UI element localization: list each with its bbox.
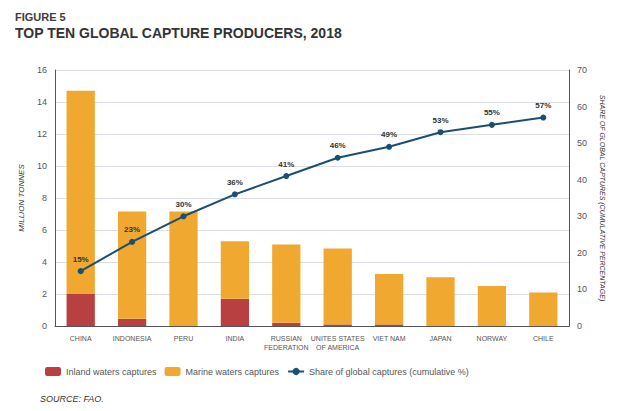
svg-text:RUSSIAN: RUSSIAN bbox=[271, 335, 302, 342]
svg-text:70: 70 bbox=[577, 65, 587, 75]
svg-text:50: 50 bbox=[577, 138, 587, 148]
svg-text:53%: 53% bbox=[432, 116, 448, 125]
svg-text:57%: 57% bbox=[535, 101, 551, 110]
svg-text:CHILE: CHILE bbox=[533, 335, 554, 342]
svg-text:46%: 46% bbox=[330, 141, 346, 150]
svg-text:49%: 49% bbox=[381, 130, 397, 139]
svg-text:Marine waters captures: Marine waters captures bbox=[186, 367, 280, 377]
svg-text:40: 40 bbox=[577, 175, 587, 185]
svg-text:36%: 36% bbox=[227, 178, 243, 187]
svg-text:TOP TEN GLOBAL CAPTURE PRODUCE: TOP TEN GLOBAL CAPTURE PRODUCERS, 2018 bbox=[15, 25, 342, 41]
svg-text:Inland waters captures: Inland waters captures bbox=[66, 367, 157, 377]
svg-text:VIET NAM: VIET NAM bbox=[373, 335, 406, 342]
svg-text:4: 4 bbox=[42, 257, 47, 267]
svg-text:20: 20 bbox=[577, 248, 587, 258]
svg-text:FEDERATION: FEDERATION bbox=[264, 344, 309, 351]
svg-text:MILLION TONNES: MILLION TONNES bbox=[17, 164, 26, 232]
svg-text:16: 16 bbox=[37, 65, 47, 75]
svg-text:PERU: PERU bbox=[174, 335, 193, 342]
svg-text:UNITES STATES: UNITES STATES bbox=[311, 335, 365, 342]
svg-text:INDIA: INDIA bbox=[226, 335, 245, 342]
svg-text:NORWAY: NORWAY bbox=[477, 335, 508, 342]
svg-text:JAPAN: JAPAN bbox=[429, 335, 451, 342]
svg-text:60: 60 bbox=[577, 102, 587, 112]
svg-text:10: 10 bbox=[37, 161, 47, 171]
svg-text:0: 0 bbox=[577, 321, 582, 331]
svg-text:41%: 41% bbox=[278, 160, 294, 169]
svg-text:10: 10 bbox=[577, 284, 587, 294]
svg-text:INDONESIA: INDONESIA bbox=[113, 335, 152, 342]
svg-text:CHINA: CHINA bbox=[70, 335, 92, 342]
svg-text:OF AMERICA: OF AMERICA bbox=[316, 344, 360, 351]
svg-text:12: 12 bbox=[37, 129, 47, 139]
svg-text:Share of global captures (cumu: Share of global captures (cumulative %) bbox=[309, 367, 469, 377]
svg-text:8: 8 bbox=[42, 193, 47, 203]
svg-text:30%: 30% bbox=[175, 200, 191, 209]
svg-text:SOURCE: FAO.: SOURCE: FAO. bbox=[40, 394, 104, 404]
svg-text:15%: 15% bbox=[73, 255, 89, 264]
svg-text:55%: 55% bbox=[484, 108, 500, 117]
svg-text:23%: 23% bbox=[124, 225, 140, 234]
svg-text:2: 2 bbox=[42, 289, 47, 299]
svg-text:14: 14 bbox=[37, 97, 47, 107]
svg-text:FIGURE 5: FIGURE 5 bbox=[15, 11, 66, 23]
svg-text:SHARE OF GLOBAL CAPTURES (CUMU: SHARE OF GLOBAL CAPTURES (CUMULATIVE PER… bbox=[598, 95, 606, 301]
svg-text:6: 6 bbox=[42, 225, 47, 235]
svg-text:0: 0 bbox=[42, 321, 47, 331]
svg-text:30: 30 bbox=[577, 211, 587, 221]
